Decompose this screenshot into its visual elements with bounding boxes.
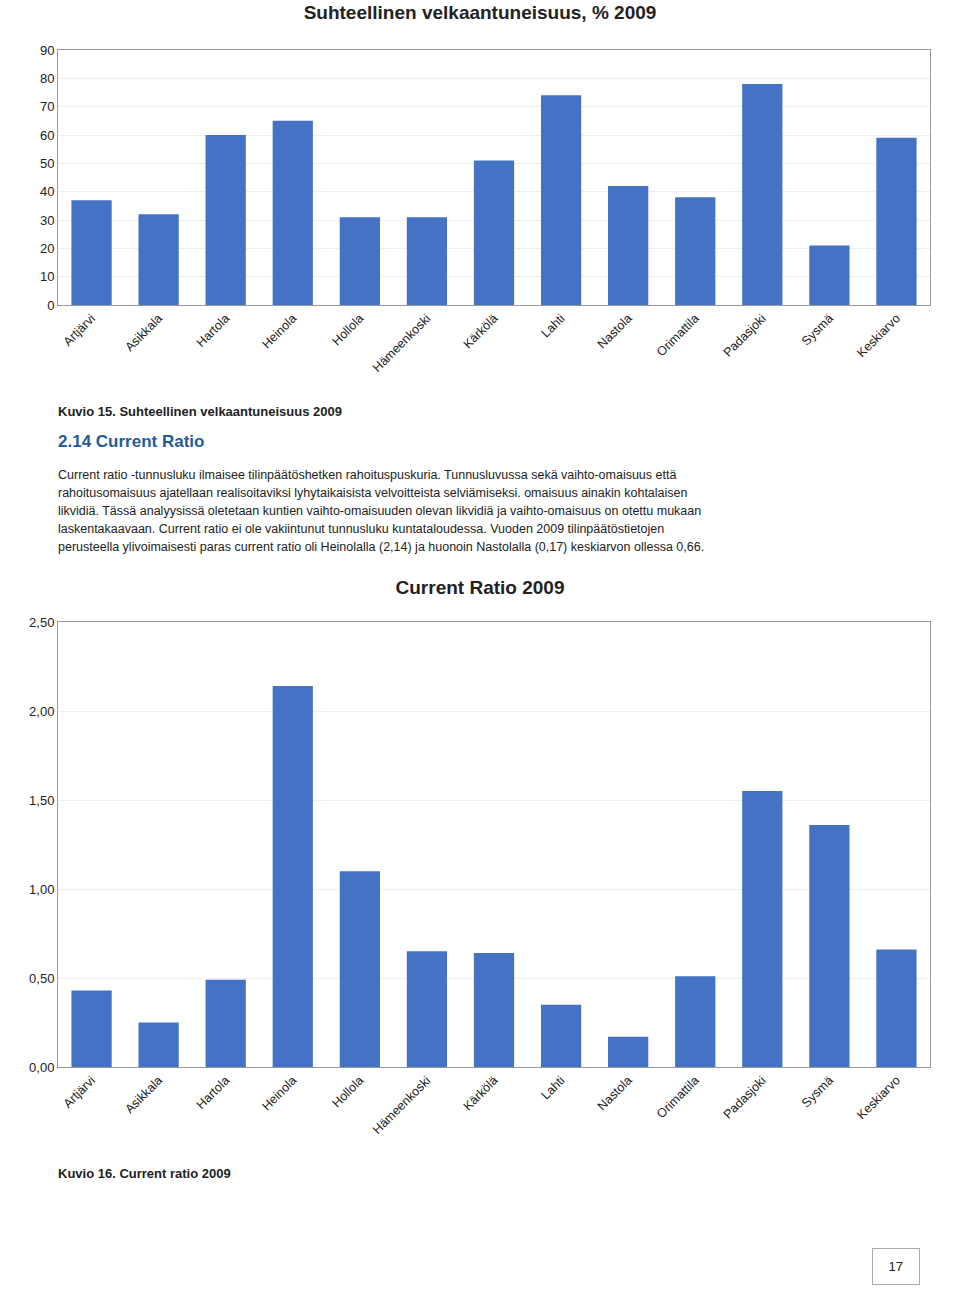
svg-text:Sysmä: Sysmä — [799, 311, 836, 348]
svg-text:70: 70 — [40, 99, 54, 114]
svg-text:Sysmä: Sysmä — [799, 1073, 836, 1110]
svg-text:40: 40 — [40, 184, 54, 199]
svg-text:30: 30 — [40, 213, 54, 228]
svg-text:1,50: 1,50 — [29, 793, 54, 808]
svg-text:Hämeenkoski: Hämeenkoski — [370, 311, 433, 374]
svg-text:Padasjoki: Padasjoki — [721, 1073, 769, 1121]
svg-text:0: 0 — [47, 298, 54, 313]
svg-text:Orimattila: Orimattila — [654, 311, 702, 359]
html-text:rahoitusomaisuus ajatellaan re: rahoitusomaisuus ajatellaan realisoitavi… — [58, 486, 688, 500]
svg-text:Asikkala: Asikkala — [122, 1073, 165, 1116]
svg-text:80: 80 — [40, 71, 54, 86]
svg-text:Lahti: Lahti — [539, 311, 568, 340]
svg-text:Heinola: Heinola — [259, 311, 299, 351]
svg-text:Hollola: Hollola — [329, 311, 366, 348]
svg-text:20: 20 — [40, 241, 54, 256]
svg-text:Heinola: Heinola — [259, 1073, 299, 1113]
html-text:17: 17 — [888, 1259, 903, 1274]
svg-text:90: 90 — [40, 43, 54, 58]
html-text:Current ratio -tunnusluku ilma: Current ratio -tunnusluku ilmaisee tilin… — [58, 468, 677, 482]
svg-text:Hämeenkoski: Hämeenkoski — [370, 1073, 433, 1136]
svg-text:Artjärvi: Artjärvi — [61, 311, 98, 348]
svg-text:Kärkölä: Kärkölä — [461, 1073, 501, 1113]
svg-text:Hartola: Hartola — [194, 311, 232, 349]
svg-text:0,00: 0,00 — [29, 1060, 54, 1075]
html-text:Kuvio 16. Current ratio 2009: Kuvio 16. Current ratio 2009 — [58, 1166, 231, 1181]
svg-text:Suhteellinen velkaantuneisuus,: Suhteellinen velkaantuneisuus, % 2009 — [304, 2, 657, 23]
html-text:laskentakaavaan. Current ratio: laskentakaavaan. Current ratio ei ole va… — [58, 522, 665, 536]
svg-text:Nastola: Nastola — [595, 311, 635, 351]
svg-text:Nastola: Nastola — [595, 1073, 635, 1113]
svg-text:0,50: 0,50 — [29, 971, 54, 986]
svg-text:50: 50 — [40, 156, 54, 171]
svg-text:Hollola: Hollola — [329, 1073, 366, 1110]
svg-text:2,50: 2,50 — [29, 615, 54, 630]
svg-text:Padasjoki: Padasjoki — [721, 311, 769, 359]
svg-text:Orimattila: Orimattila — [654, 1073, 702, 1121]
html-text:Kuvio 15. Suhteellinen velkaan: Kuvio 15. Suhteellinen velkaantuneisuus … — [58, 404, 342, 419]
svg-text:Kärkölä: Kärkölä — [461, 311, 501, 351]
html-text:2.14 Current Ratio: 2.14 Current Ratio — [58, 432, 205, 451]
html-text:likvidiä. Tässä analyysissä ol: likvidiä. Tässä analyysissä oletetaan ku… — [58, 504, 702, 518]
svg-text:1,00: 1,00 — [29, 882, 54, 897]
svg-text:Keskiarvo: Keskiarvo — [854, 311, 903, 360]
svg-text:Asikkala: Asikkala — [122, 311, 165, 354]
svg-text:Keskiarvo: Keskiarvo — [854, 1073, 903, 1122]
svg-text:10: 10 — [40, 269, 54, 284]
svg-text:Current Ratio 2009: Current Ratio 2009 — [396, 577, 565, 598]
svg-text:Hartola: Hartola — [194, 1073, 232, 1111]
html-text:perusteella ylivoimaisesti par: perusteella ylivoimaisesti paras current… — [58, 540, 705, 554]
svg-text:60: 60 — [40, 128, 54, 143]
svg-text:Lahti: Lahti — [539, 1073, 568, 1102]
svg-text:Artjärvi: Artjärvi — [61, 1073, 98, 1110]
svg-text:2,00: 2,00 — [29, 704, 54, 719]
